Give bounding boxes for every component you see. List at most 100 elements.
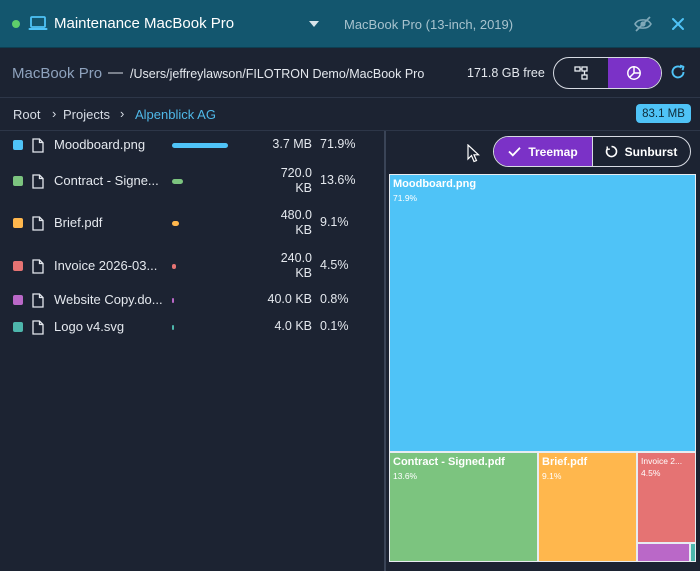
size-bar xyxy=(172,221,179,226)
chart-type-switch: Treemap Sunburst xyxy=(493,136,691,167)
tile-percent: 71.9% xyxy=(393,193,418,203)
file-icon xyxy=(32,293,44,308)
tile-percent: 13.6% xyxy=(393,471,418,481)
breadcrumb-projects[interactable]: Projects xyxy=(63,107,110,122)
color-swatch xyxy=(13,322,23,332)
mouse-cursor-icon xyxy=(467,144,480,163)
file-size: 4.0 KB xyxy=(274,319,312,334)
path-bar xyxy=(0,48,700,98)
tile-percent: 9.1% xyxy=(542,471,562,481)
chart-view-button[interactable] xyxy=(607,58,661,88)
view-mode-toggle xyxy=(553,57,662,89)
file-row[interactable]: Logo v4.svg 4.0 KB 0.1% xyxy=(0,319,384,349)
close-icon[interactable] xyxy=(670,16,686,32)
file-size-value: 720.0 xyxy=(280,166,312,180)
treemap-tile[interactable]: Moodboard.png 71.9% xyxy=(389,174,696,452)
path-separator: — xyxy=(108,64,123,81)
size-bar xyxy=(172,179,183,184)
color-swatch xyxy=(13,218,23,228)
color-swatch xyxy=(13,261,23,271)
refresh-icon[interactable] xyxy=(670,64,686,80)
laptop-icon xyxy=(28,16,48,30)
file-percent: 13.6% xyxy=(320,173,356,187)
size-bar xyxy=(172,325,174,330)
file-percent: 0.1% xyxy=(320,319,349,333)
title-bar xyxy=(0,0,700,48)
hierarchy-icon xyxy=(574,66,588,80)
file-size: 3.7 MB xyxy=(272,137,312,152)
size-bar xyxy=(172,143,228,148)
breadcrumb-root[interactable]: Root xyxy=(13,107,41,122)
tile-percent: 4.5% xyxy=(641,468,661,478)
file-name: Brief.pdf xyxy=(54,215,103,230)
treemap-tile[interactable]: Brief.pdf 9.1% xyxy=(538,452,637,562)
treemap-button[interactable]: Treemap xyxy=(494,137,592,166)
size-bar xyxy=(172,298,174,303)
file-icon xyxy=(32,320,44,335)
tile-name: Moodboard.png xyxy=(393,178,477,190)
file-icon xyxy=(32,259,44,274)
file-size-value: 4.0 KB xyxy=(274,319,312,333)
file-row[interactable]: Brief.pdf 480.0 KB 9.1% xyxy=(0,208,384,238)
panel-divider[interactable] xyxy=(384,131,386,571)
file-name: Moodboard.png xyxy=(54,137,146,152)
file-row[interactable]: Contract - Signe... 720.0 KB 13.6% xyxy=(0,166,384,196)
file-icon xyxy=(32,216,44,231)
file-size-unit: KB xyxy=(295,181,312,195)
file-row[interactable]: Invoice 2026-03... 240.0 KB 4.5% xyxy=(0,251,384,281)
file-icon xyxy=(32,138,44,153)
treemap-tile[interactable] xyxy=(690,543,696,562)
file-icon xyxy=(32,174,44,189)
device-name: MacBook Pro xyxy=(12,65,103,82)
file-percent: 4.5% xyxy=(320,258,349,272)
file-size-value: 3.7 MB xyxy=(272,137,312,151)
hierarchy-view-button[interactable] xyxy=(554,58,608,88)
file-percent: 9.1% xyxy=(320,215,349,229)
eye-off-icon[interactable] xyxy=(633,14,653,34)
free-space: 171.8 GB free xyxy=(467,66,545,80)
file-row[interactable]: Website Copy.do... 40.0 KB 0.8% xyxy=(0,292,384,322)
device-model: MacBook Pro (13-inch, 2019) xyxy=(344,17,514,32)
color-swatch xyxy=(13,295,23,305)
chevron-down-icon[interactable] xyxy=(309,20,319,28)
pie-chart-icon xyxy=(627,66,642,80)
tile-name: Brief.pdf xyxy=(542,456,588,468)
file-size-value: 40.0 KB xyxy=(267,292,312,306)
file-size-unit: KB xyxy=(295,266,312,280)
breadcrumb xyxy=(0,98,700,131)
folder-path: /Users/jeffreylawson/FILOTRON Demo/MacBo… xyxy=(130,67,425,81)
treemap: Moodboard.png 71.9% Contract - Signed.pd… xyxy=(389,174,696,562)
tile-name: Contract - Signed.pdf xyxy=(393,456,505,468)
status-dot xyxy=(12,20,20,28)
treemap-label: Treemap xyxy=(528,144,578,159)
color-swatch xyxy=(13,176,23,186)
file-size: 720.0 KB xyxy=(281,166,312,196)
sunburst-button[interactable]: Sunburst xyxy=(592,137,689,166)
app-title: Maintenance MacBook Pro xyxy=(54,15,235,32)
file-size: 480.0 KB xyxy=(281,208,312,238)
file-size-value: 240.0 xyxy=(280,251,312,265)
sunburst-label: Sunburst xyxy=(624,144,678,159)
treemap-tile[interactable]: Invoice 2... 4.5% xyxy=(637,452,696,543)
file-size: 240.0 KB xyxy=(281,251,312,281)
file-percent: 71.9% xyxy=(320,137,356,151)
file-name: Invoice 2026-03... xyxy=(54,258,158,273)
checkmark-icon xyxy=(508,147,521,157)
color-swatch xyxy=(13,140,23,150)
sunburst-icon xyxy=(605,145,617,158)
file-percent: 0.8% xyxy=(320,292,349,306)
file-size: 40.0 KB xyxy=(268,292,312,307)
size-bar xyxy=(172,264,176,269)
breadcrumb-current[interactable]: Alpenblick AG xyxy=(135,107,216,122)
breadcrumb-separator: › xyxy=(120,106,125,121)
treemap-tile[interactable] xyxy=(637,543,690,562)
file-name: Logo v4.svg xyxy=(54,319,125,334)
file-size-value: 480.0 xyxy=(280,208,312,222)
file-name: Contract - Signe... xyxy=(54,173,159,188)
file-name: Website Copy.do... xyxy=(54,292,163,307)
tile-name: Invoice 2... xyxy=(641,456,683,466)
breadcrumb-separator: › xyxy=(52,106,57,121)
treemap-tile[interactable]: Contract - Signed.pdf 13.6% xyxy=(389,452,538,562)
file-row[interactable]: Moodboard.png 3.7 MB 71.9% xyxy=(0,137,384,167)
